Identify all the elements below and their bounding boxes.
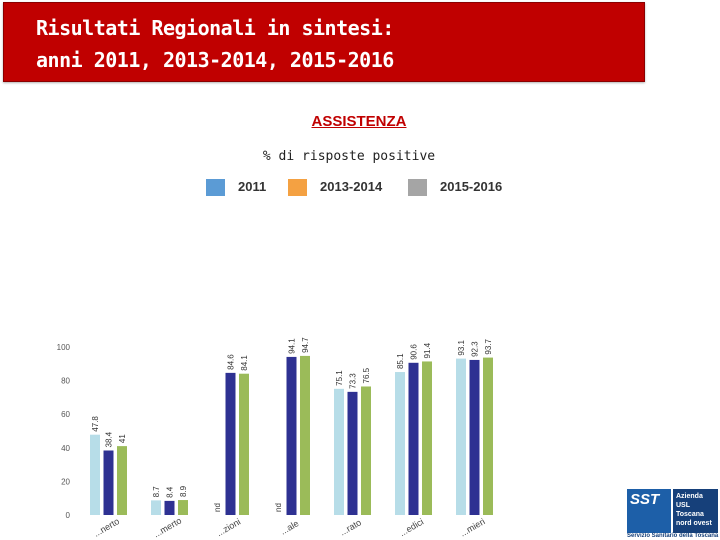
category-label-5: ...edici bbox=[398, 517, 426, 539]
legend-swatch-2015-2016 bbox=[408, 179, 427, 196]
bar-s1-c6 bbox=[469, 359, 480, 515]
bar-s2-c1 bbox=[178, 500, 188, 515]
sst-logo-text: SST bbox=[630, 491, 660, 508]
data-label-s2-c1: 8.9 bbox=[179, 485, 188, 497]
bar-s1-c3 bbox=[286, 356, 297, 515]
data-label-s1-c1: 8.4 bbox=[166, 486, 175, 498]
bar-s2-c3 bbox=[300, 355, 310, 515]
data-label-s2-c2: 84.1 bbox=[240, 355, 249, 371]
data-label-s0-c5: 85.1 bbox=[396, 353, 405, 369]
bar-s2-c5 bbox=[422, 361, 432, 515]
bar-s0-c5 bbox=[395, 372, 405, 515]
category-label-6: ...mieri bbox=[458, 516, 486, 538]
bar-s0-c6 bbox=[456, 358, 466, 515]
y-tick-label-4: 80 bbox=[61, 377, 70, 386]
bar-chart: 0 20 40 60 80 100 47.8 8.7 nd nd 75.1 85.1 93.1 38.4 8… bbox=[57, 337, 493, 539]
bar-s1-c1 bbox=[164, 500, 175, 515]
y-tick-label-5: 100 bbox=[57, 343, 71, 352]
data-label-s2-c0: 41 bbox=[118, 434, 127, 443]
section-title: ASSISTENZA bbox=[311, 113, 407, 130]
y-tick-label-2: 40 bbox=[61, 444, 70, 453]
data-label-s1-c3: 94.1 bbox=[288, 338, 297, 354]
data-label-s0-c4: 75.1 bbox=[335, 370, 344, 386]
title-banner: Risultati Regionali in sintesi: anni 201… bbox=[3, 2, 645, 82]
y-tick-label-0: 0 bbox=[66, 511, 71, 520]
asl-logo-box: Azienda USL Toscana nord ovest bbox=[673, 489, 718, 533]
bar-s0-c1 bbox=[151, 500, 161, 515]
bar-s2-c2 bbox=[239, 373, 249, 515]
logo-block: SST Azienda USL Toscana nord ovest Servi… bbox=[627, 489, 718, 540]
legend-swatch-2011 bbox=[206, 179, 225, 196]
bar-s2-c0 bbox=[117, 446, 127, 515]
y-tick-label-3: 60 bbox=[61, 410, 70, 419]
bar-s0-c4 bbox=[334, 388, 344, 515]
category-label-1: ...merto bbox=[152, 515, 183, 539]
data-label-s0-c2: nd bbox=[213, 503, 222, 512]
y-tick-label-1: 20 bbox=[61, 477, 70, 486]
data-label-s2-c5: 91.4 bbox=[423, 342, 432, 358]
bar-s2-c6 bbox=[483, 357, 493, 515]
section-subtitle: % di risposte positive bbox=[262, 149, 436, 164]
data-label-s1-c6: 92.3 bbox=[471, 341, 480, 357]
logo-footer: Servizio Sanitario della Toscana bbox=[627, 533, 719, 539]
data-label-s1-c2: 84.6 bbox=[227, 354, 236, 370]
category-label-4: ...rato bbox=[338, 517, 363, 537]
title-line-1: Risultati Regionali in sintesi: bbox=[36, 16, 394, 40]
category-label-0: ...nerto bbox=[92, 516, 121, 539]
legend-label-2013-2014: 2013-2014 bbox=[320, 179, 383, 194]
legend-label-2011: 2011 bbox=[238, 179, 267, 194]
bar-s2-c4 bbox=[361, 386, 371, 515]
data-label-s2-c4: 76.5 bbox=[362, 367, 371, 383]
data-label-s0-c6: 93.1 bbox=[457, 339, 466, 355]
category-label-2: ...zioni bbox=[215, 517, 243, 539]
asl-logo-text: Azienda USL Toscana nord ovest bbox=[676, 493, 712, 527]
data-label-s0-c1: 8.7 bbox=[152, 486, 161, 498]
data-label-s0-c0: 47.8 bbox=[91, 416, 100, 432]
bar-s1-c2 bbox=[225, 372, 236, 515]
bar-s1-c4 bbox=[347, 391, 358, 515]
data-label-s1-c4: 73.3 bbox=[349, 373, 358, 389]
title-line-2: anni 2011, 2013-2014, 2015-2016 bbox=[36, 48, 394, 72]
data-label-s0-c3: nd bbox=[274, 503, 283, 512]
sst-logo-mark: SST bbox=[627, 489, 671, 533]
legend-swatch-2013-2014 bbox=[288, 179, 307, 196]
data-label-s1-c5: 90.6 bbox=[410, 344, 419, 360]
data-label-s1-c0: 38.4 bbox=[105, 431, 114, 447]
category-label-3: ...ale bbox=[279, 518, 301, 536]
chart-legend: 2011 2013-2014 2015-2016 bbox=[206, 176, 526, 200]
data-label-s2-c6: 93.7 bbox=[484, 338, 493, 354]
legend-label-2015-2016: 2015-2016 bbox=[440, 179, 503, 194]
bar-s1-c5 bbox=[408, 362, 419, 515]
bar-s1-c0 bbox=[103, 450, 114, 515]
bar-s0-c0 bbox=[90, 434, 100, 515]
data-label-s2-c3: 94.7 bbox=[301, 337, 310, 353]
